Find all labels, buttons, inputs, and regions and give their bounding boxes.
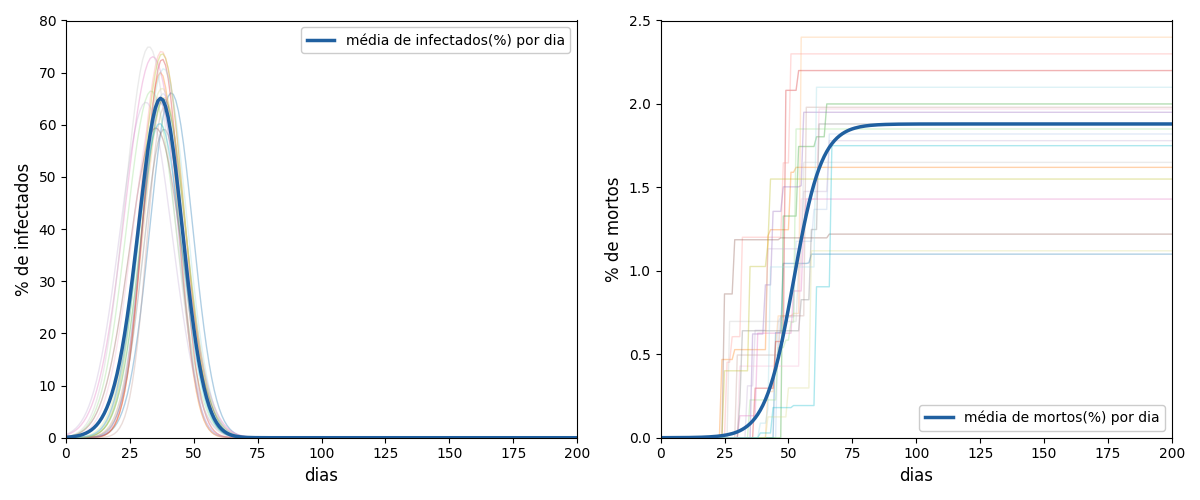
Y-axis label: % de infectados: % de infectados <box>16 162 34 296</box>
Legend: média de mortos(%) por dia: média de mortos(%) por dia <box>919 405 1165 431</box>
média de mortos(%) por dia <box>653 434 667 440</box>
média de infectados(%) por dia <box>276 434 290 440</box>
média de mortos(%) por dia <box>656 434 671 440</box>
Line: média de mortos(%) por dia: média de mortos(%) por dia <box>660 124 1172 438</box>
Y-axis label: % de mortos: % de mortos <box>605 176 623 282</box>
média de mortos(%) por dia <box>930 121 944 127</box>
média de mortos(%) por dia <box>840 128 854 134</box>
média de infectados(%) por dia <box>529 434 544 440</box>
média de mortos(%) por dia <box>868 122 882 128</box>
média de infectados(%) por dia <box>248 434 263 440</box>
X-axis label: dias: dias <box>899 467 934 485</box>
média de infectados(%) por dia <box>59 434 73 440</box>
média de infectados(%) por dia <box>337 434 352 440</box>
média de infectados(%) por dia <box>61 434 76 440</box>
Legend: média de infectados(%) por dia: média de infectados(%) por dia <box>301 28 570 53</box>
Line: média de infectados(%) por dia: média de infectados(%) por dia <box>66 98 577 437</box>
média de infectados(%) por dia <box>104 390 119 396</box>
média de mortos(%) por dia <box>1165 121 1180 127</box>
média de infectados(%) por dia <box>154 96 168 102</box>
média de mortos(%) por dia <box>700 434 714 440</box>
X-axis label: dias: dias <box>305 467 338 485</box>
média de mortos(%) por dia <box>1121 121 1135 127</box>
média de infectados(%) por dia <box>570 434 584 440</box>
